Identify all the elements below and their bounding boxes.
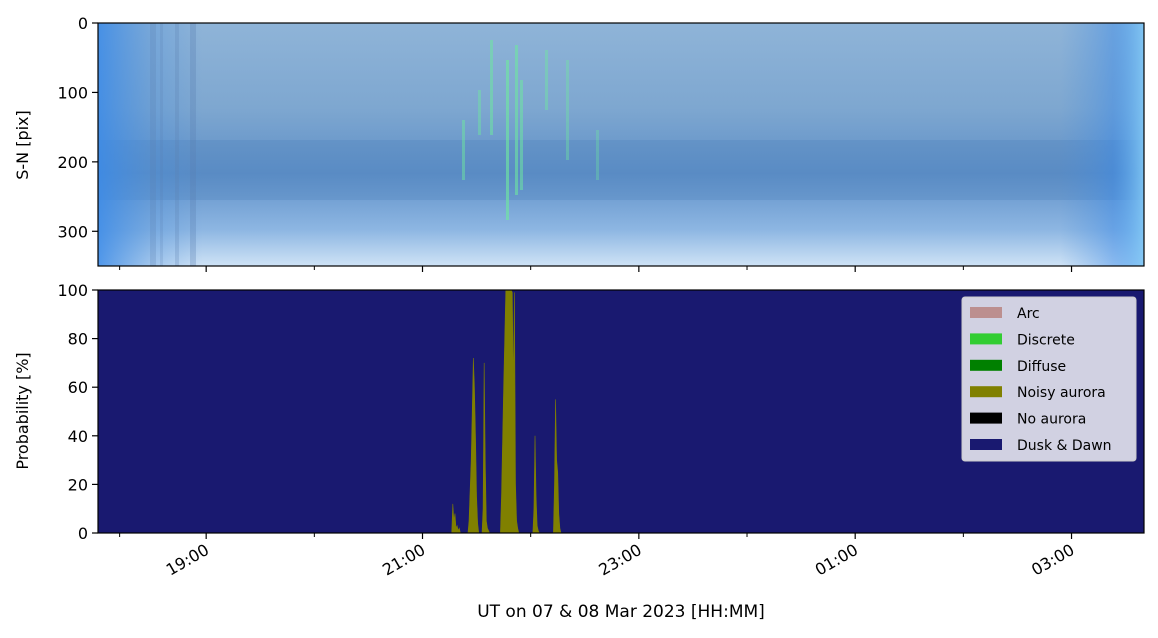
legend-swatch xyxy=(970,439,1002,450)
keogram-stripe xyxy=(190,23,196,266)
aurora-streak xyxy=(515,45,518,195)
probability-frame xyxy=(97,289,1145,534)
keogram-ytick-label: 0 xyxy=(78,14,88,33)
keogram-ytick-label: 100 xyxy=(57,83,88,102)
x-tick-label: 21:00 xyxy=(379,540,428,580)
legend-swatch xyxy=(970,359,1002,371)
probability-ytick-label: 80 xyxy=(68,330,88,349)
probability-ylabel: Probability [%] xyxy=(13,352,32,469)
keogram-frame xyxy=(97,22,1145,267)
legend: Arc Discrete Diffuse Noisy aurora No aurora D… xyxy=(961,296,1137,462)
keogram-stripe xyxy=(150,23,156,266)
series-noisy-aurora-area xyxy=(451,289,562,534)
aurora-streak xyxy=(566,60,569,160)
legend-label: Discrete xyxy=(1017,332,1075,348)
probability-ytick-label: 100 xyxy=(57,281,88,300)
legend-label: No aurora xyxy=(1017,412,1086,428)
legend-label: Diffuse xyxy=(1017,359,1066,375)
x-axis-label: UT on 07 & 08 Mar 2023 [HH:MM] xyxy=(477,602,765,622)
legend-swatch xyxy=(970,307,1002,318)
legend-label: Noisy aurora xyxy=(1017,385,1106,401)
aurora-streak xyxy=(596,130,599,180)
x-tick-label: 19:00 xyxy=(163,540,212,580)
aurora-streak xyxy=(545,50,548,110)
probability-ytick-label: 20 xyxy=(68,475,88,494)
x-tick-label: 03:00 xyxy=(1028,540,1077,580)
probability-ytick-label: 40 xyxy=(68,427,88,446)
keogram-ylabel: S-N [pix] xyxy=(13,110,32,180)
legend-swatch xyxy=(970,412,1002,424)
keogram-stripe xyxy=(175,23,179,266)
keogram-ytick-label: 300 xyxy=(57,222,88,241)
x-tick-label: 23:00 xyxy=(595,540,644,580)
probability-ytick-label: 0 xyxy=(78,524,88,543)
legend-label: Dusk & Dawn xyxy=(1017,438,1112,454)
aurora-streak xyxy=(478,90,481,135)
aurora-streak xyxy=(506,60,509,220)
keogram-image xyxy=(98,23,1144,266)
legend-swatch xyxy=(970,333,1002,345)
aurora-streak xyxy=(490,40,493,135)
x-tick-label: 01:00 xyxy=(812,540,861,580)
keogram-ytick-label: 200 xyxy=(57,153,88,172)
keogram-stripe xyxy=(160,23,163,266)
legend-swatch xyxy=(970,386,1002,398)
aurora-streak xyxy=(462,120,465,180)
legend-box xyxy=(961,296,1137,462)
aurora-streak xyxy=(520,80,523,190)
legend-label: Arc xyxy=(1017,306,1040,322)
probability-ytick-label: 60 xyxy=(68,378,88,397)
